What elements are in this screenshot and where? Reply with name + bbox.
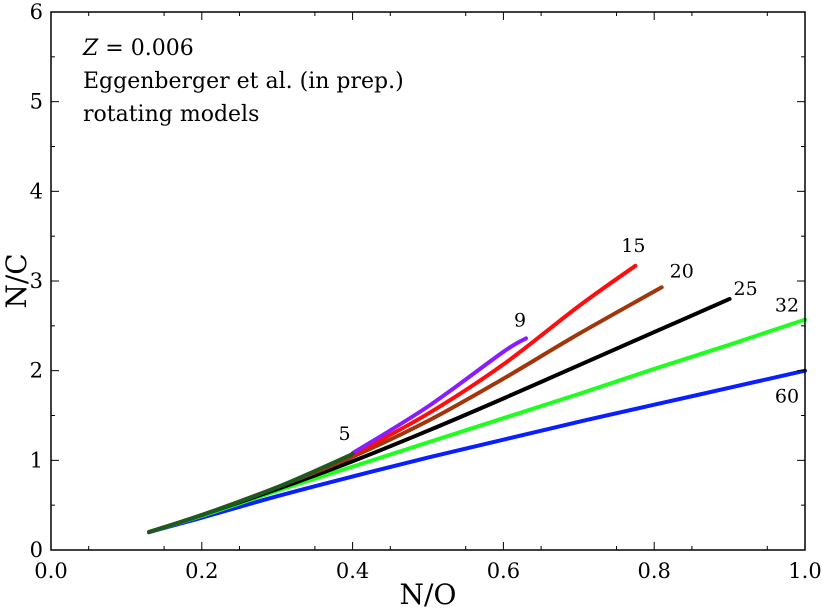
y-tick-label: 2 — [30, 359, 43, 383]
x-axis-title: N/O — [400, 578, 457, 611]
series-label-60: 60 — [775, 386, 799, 408]
x-tick-label: 0.0 — [34, 559, 67, 583]
series-line-60 — [147, 368, 807, 535]
y-tick-label: 1 — [30, 448, 43, 472]
plot-frame — [50, 11, 806, 551]
series-line-5 — [147, 452, 355, 535]
series-line-15 — [350, 263, 638, 457]
annotation-source: Eggenberger et al. (in prep.) — [83, 69, 404, 94]
x-tick-label: 0.2 — [185, 559, 218, 583]
series-label-20: 20 — [670, 260, 694, 282]
y-tick-label: 4 — [30, 179, 43, 203]
y-tick-label: 0 — [30, 538, 43, 562]
y-tick-label: 6 — [30, 0, 43, 24]
y-tick-label: 5 — [30, 90, 43, 114]
series-label-9: 9 — [514, 309, 526, 331]
annotation-models: rotating models — [83, 102, 259, 127]
y-axis-title: N/C — [0, 253, 33, 308]
z-value: = 0.006 — [98, 36, 193, 61]
annotation-box: Z = 0.006 Eggenberger et al. (in prep.) … — [82, 36, 404, 127]
x-tick-label: 0.6 — [487, 559, 520, 583]
z-symbol: Z — [82, 36, 99, 61]
series-line-20 — [147, 285, 664, 535]
series-label-25: 25 — [734, 278, 758, 300]
series-label-32: 32 — [775, 295, 799, 317]
axes-layer: 0.0 0.2 0.4 0.6 0.8 1.0 0 1 2 3 4 5 6 — [30, 0, 822, 583]
annotation-z-line: Z = 0.006 — [82, 36, 194, 61]
series-label-5: 5 — [339, 423, 351, 445]
series-layer — [147, 263, 807, 535]
x-tick-label: 1.0 — [788, 559, 821, 583]
x-tick-label: 0.8 — [637, 559, 670, 583]
series-label-15: 15 — [621, 235, 645, 257]
x-tick-label: 0.4 — [336, 559, 369, 583]
series-line-9 — [350, 336, 528, 456]
y-tick-label: 3 — [30, 269, 43, 293]
